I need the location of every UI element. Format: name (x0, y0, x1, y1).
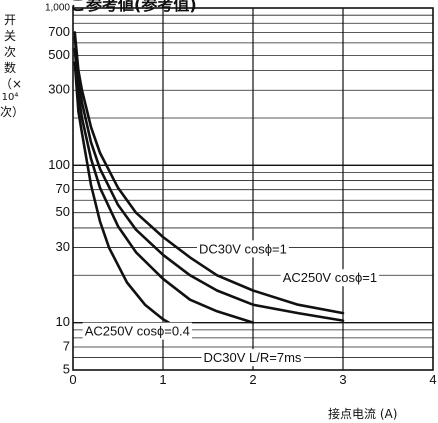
x-tick-label: 3 (339, 372, 346, 387)
y-tick-label: 7 (63, 338, 70, 353)
x-tick-label: 2 (249, 372, 256, 387)
header-strip: ご参考値(参考值) (0, 0, 438, 14)
series-line (73, 36, 345, 322)
annotation-label: AC250V cosϕ=1 (283, 270, 377, 285)
partial-title-text: ご参考値(参考值) (70, 0, 197, 14)
x-axis-label: 接点电流 (A) (328, 407, 398, 421)
y-tick-label: 1,000 (45, 3, 70, 14)
series-line (73, 61, 183, 332)
ticks-layer: 5 7 10 30 50 70 100 300 500 700 1,000 0 1 2 3 4 (45, 3, 437, 387)
y-axis-label-char: 次） (0, 105, 25, 119)
annotation-label-bg (197, 240, 289, 258)
x-tick-label: 1 (159, 372, 166, 387)
y-tick-label: 5 (63, 361, 70, 376)
y-tick-label: 100 (48, 157, 70, 172)
y-axis-label-char: 开 (3, 13, 16, 27)
annotation-label-bg (82, 322, 192, 340)
y-axis-label-char: 数 (3, 61, 16, 75)
annotation-label-bg (280, 269, 380, 287)
annotation-label-bg (201, 349, 304, 367)
annotation-layer: DC30V cosϕ=1 AC250V cosϕ=1 AC250V cosϕ=0.4… (82, 240, 380, 367)
series-layer (73, 31, 345, 332)
series-line (73, 31, 345, 315)
annotation-label: DC30V L/R=7ms (204, 350, 302, 365)
y-axis-label-char: 次 (3, 45, 16, 59)
y-axis-label: 开 关 次 数 （× 10⁴ 次） (0, 12, 25, 120)
y-tick-label: 30 (56, 239, 70, 254)
y-axis-label-char: 10⁴ (1, 92, 19, 103)
grid-major (72, 7, 434, 371)
series-line (73, 47, 255, 324)
y-tick-label: 50 (56, 204, 70, 219)
y-tick-label: 700 (48, 24, 70, 39)
y-tick-label: 500 (48, 47, 70, 62)
annotation-label: AC250V cosϕ=0.4 (85, 324, 190, 339)
x-tick-label: 0 (69, 372, 76, 387)
y-axis-label-char: （× (0, 77, 23, 91)
annotation-label: DC30V cosϕ=1 (199, 241, 287, 256)
y-tick-label: 300 (48, 82, 70, 97)
plot-frame (72, 7, 434, 371)
x-tick-label: 4 (429, 372, 436, 387)
y-tick-label: 70 (56, 181, 70, 196)
y-tick-label: 10 (56, 314, 70, 329)
y-axis-label-char: 关 (3, 29, 16, 43)
